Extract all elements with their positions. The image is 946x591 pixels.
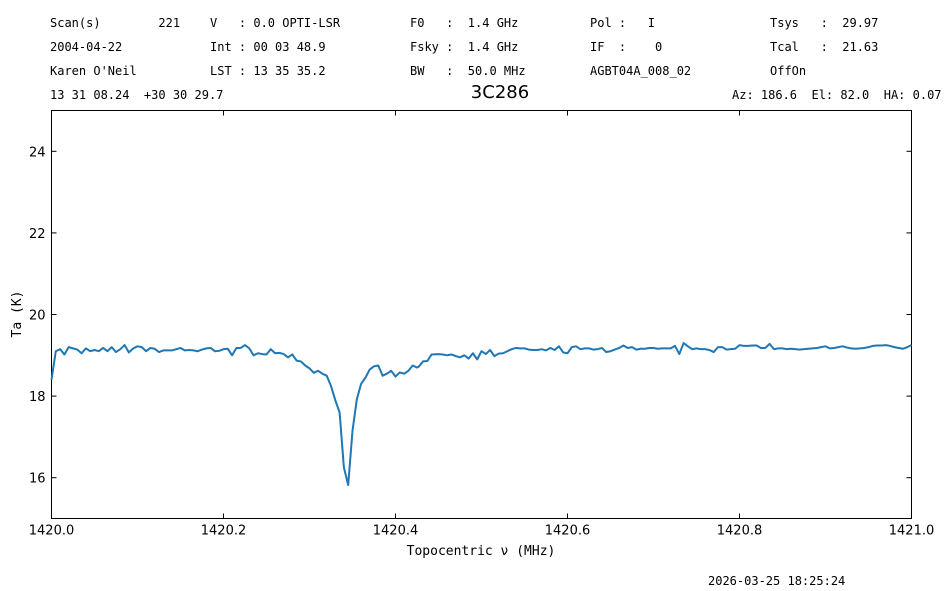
header-fsky: Fsky : 1.4 GHz xyxy=(410,40,519,54)
header-observer: Karen O'Neil xyxy=(50,64,137,78)
timestamp: 2026-03-25 18:25:24 xyxy=(708,574,846,588)
x-tick-label: 1420.4 xyxy=(373,524,419,539)
header-if: IF : 0 xyxy=(590,40,663,54)
x-tick-label: 1420.2 xyxy=(201,524,247,539)
header-tsys: Tsys : 29.97 xyxy=(770,16,879,30)
header-azel: Az: 186.6 El: 82.0 HA: 0.07 xyxy=(732,88,942,102)
x-tick-label: 1420.8 xyxy=(717,524,763,539)
header-pol: Pol : I xyxy=(590,16,656,30)
y-axis-label: Ta (K) xyxy=(10,291,25,338)
header-procedure: OffOn xyxy=(770,64,807,78)
x-tick-label: 1421.0 xyxy=(889,524,935,539)
header-scan: Scan(s) 221 xyxy=(50,16,181,30)
x-axis-label: Topocentric ν (MHz) xyxy=(407,544,556,559)
header-date: 2004-04-22 xyxy=(50,40,123,54)
header-coordinates: 13 31 08.24 +30 30 29.7 xyxy=(50,88,224,102)
axis-ticks: 1420.0 1420.2 1420.4 1420.6 1420.8 1421.0 16 18… xyxy=(29,110,935,539)
y-tick-label: 16 xyxy=(29,472,46,487)
y-tick-label: 22 xyxy=(29,227,46,242)
y-tick-label: 18 xyxy=(29,390,46,405)
header-velocity: V : 0.0 OPTI-LSR xyxy=(210,16,341,30)
x-tick-label: 1420.6 xyxy=(545,524,591,539)
header-lst: LST : 13 35 35.2 xyxy=(210,64,326,78)
chart-title: 3C286 xyxy=(470,82,530,103)
header-tcal: Tcal : 21.63 xyxy=(770,40,879,54)
y-tick-label: 20 xyxy=(29,309,46,324)
x-tick-label: 1420.0 xyxy=(29,524,75,539)
y-tick-label: 24 xyxy=(29,145,46,160)
header-integration: Int : 00 03 48.9 xyxy=(210,40,326,54)
plot-frame xyxy=(51,110,912,519)
series-line xyxy=(50,342,912,487)
header-project: AGBT04A_008_02 xyxy=(590,64,692,78)
header-bw: BW : 50.0 MHz xyxy=(410,64,526,78)
header-f0: F0 : 1.4 GHz xyxy=(410,16,519,30)
